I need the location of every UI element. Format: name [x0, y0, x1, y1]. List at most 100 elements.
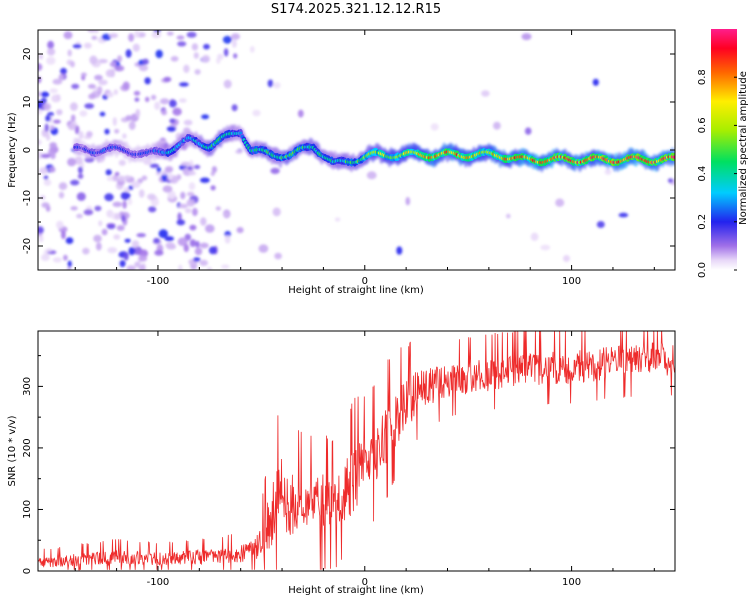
- snr-ytick-label: 200: [22, 438, 33, 457]
- spectrogram-speckle: [134, 261, 141, 268]
- spectrogram-speckle: [122, 200, 127, 209]
- spectrogram-ytick-label: 0: [22, 147, 33, 153]
- spectrogram-speckle: [86, 131, 93, 138]
- spectrogram-speckle: [51, 94, 61, 103]
- spectrogram-speckle: [112, 201, 123, 207]
- spectrogram-speckle: [39, 167, 48, 175]
- spectrogram-speckle: [125, 49, 132, 58]
- spectrogram-speckle: [194, 164, 201, 170]
- spectrogram-speckle: [193, 257, 201, 262]
- spectrogram-speckle: [41, 254, 50, 261]
- spectrogram-speckle: [186, 191, 195, 197]
- spectrogram-speckle: [67, 260, 72, 268]
- colorbar-tick-label: 0.0: [697, 262, 708, 278]
- spectrogram-speckle: [38, 109, 43, 115]
- spectrogram-speckle: [67, 123, 77, 131]
- spectrogram-speckle: [44, 123, 49, 132]
- spectrogram-speckle: [231, 104, 238, 112]
- spectrogram-speckle: [125, 115, 133, 121]
- spectrogram-speckle: [540, 244, 551, 251]
- spectrogram-speckle: [178, 203, 188, 209]
- spectrogram-speckle: [131, 240, 140, 248]
- spectrogram-speckle: [211, 166, 217, 173]
- spectrogram-speckle: [366, 171, 377, 180]
- spectrogram-speckle: [128, 246, 136, 256]
- spectrogram-speckle: [65, 237, 74, 245]
- spectrogram-speckle: [194, 247, 203, 256]
- snr-ytick-label: 300: [22, 377, 33, 396]
- spectrogram-speckle: [138, 189, 145, 198]
- spectrogram-speckle: [183, 244, 189, 253]
- spectrogram-speckle: [405, 197, 411, 206]
- spectrogram-speckle: [83, 42, 92, 49]
- spectrogram-speckle: [199, 242, 209, 249]
- spectrogram-speckle: [235, 149, 243, 154]
- spectrogram-speckle: [297, 109, 304, 118]
- spectrogram-speckle: [38, 100, 42, 110]
- spectrogram-speckle: [98, 79, 108, 86]
- spectrogram-speckle: [188, 182, 196, 191]
- spectrogram-ytick-label: 10: [22, 96, 33, 109]
- spectrogram-speckle: [116, 225, 125, 231]
- spectrogram-speckle: [61, 230, 66, 240]
- spectrogram-speckle: [38, 90, 42, 98]
- colorbar-tick-label: 0.2: [697, 214, 708, 230]
- spectrogram-speckle: [88, 93, 96, 100]
- spectrogram-speckle: [43, 103, 51, 111]
- spectrogram-speckle: [114, 213, 121, 220]
- spectrogram-speckle: [184, 208, 192, 214]
- spectrogram-speckle: [47, 149, 54, 156]
- colorbar: 0.0 0.2 0.4 0.6 0.8 Normalized spectral ampl…: [697, 29, 749, 278]
- colorbar-ticks: 0.0 0.2 0.4 0.6 0.8: [697, 69, 737, 278]
- spectrogram-speckle: [178, 264, 183, 270]
- spectrogram-speckle: [165, 242, 175, 249]
- spectrogram-speckle: [71, 83, 80, 90]
- spectrogram-speckle: [43, 179, 52, 186]
- spectrogram-speckle: [49, 166, 56, 173]
- spectrogram-xtick-label: 100: [562, 276, 581, 287]
- spectrogram-speckle: [83, 209, 94, 216]
- spectrogram-speckle: [56, 220, 64, 229]
- spectrogram-speckle: [40, 91, 50, 98]
- snr-series-line: [38, 331, 675, 571]
- spectrogram-speckle: [170, 56, 179, 62]
- spectrogram-speckle: [618, 212, 629, 218]
- spectrogram-speckle: [232, 39, 237, 48]
- spectrogram-speckle: [161, 110, 168, 116]
- spectrogram-speckle: [49, 88, 58, 94]
- spectrogram-speckle: [176, 35, 185, 40]
- spectrogram-speckle: [58, 182, 68, 191]
- spectrogram-speckle: [114, 171, 120, 177]
- spectrogram-speckle: [156, 167, 162, 173]
- spectrogram-speckle: [180, 161, 191, 166]
- spectrogram-speckle: [43, 175, 49, 180]
- spectrogram-speckle: [163, 76, 172, 83]
- spectrogram-speckle: [77, 173, 84, 179]
- spectrogram-speckle: [40, 153, 51, 159]
- spectrogram-speckle: [108, 33, 119, 38]
- spectrogram-speckle: [147, 193, 156, 200]
- colorbar-label: Normalized spectral amplitude: [738, 71, 749, 225]
- spectrogram-speckle: [267, 79, 274, 88]
- spectrogram-speckle: [52, 78, 63, 85]
- spectrogram-speckle: [396, 246, 403, 255]
- spectrogram-speckle: [82, 247, 90, 255]
- spectrogram-speckle: [141, 175, 148, 181]
- spectrogram-speckle: [67, 49, 72, 57]
- spectrogram-speckle: [177, 237, 188, 246]
- spectrogram-speckle: [91, 35, 98, 40]
- spectrogram-speckle: [186, 31, 197, 38]
- spectrogram-speckle: [154, 101, 161, 111]
- spectrogram-speckle: [143, 159, 153, 166]
- spectrogram-speckle: [38, 139, 42, 146]
- spectrogram-speckle: [223, 79, 232, 89]
- spectrogram-speckle: [109, 61, 119, 68]
- snr-xlabel: Height of straight line (km): [288, 585, 424, 596]
- spectrogram-speckle: [132, 43, 140, 52]
- spectrogram-speckle: [126, 265, 136, 270]
- spectrogram-speckle: [47, 40, 54, 50]
- spectrogram-speckle: [272, 207, 281, 217]
- spectrogram-speckle: [114, 65, 125, 72]
- spectrogram-speckle: [122, 133, 127, 139]
